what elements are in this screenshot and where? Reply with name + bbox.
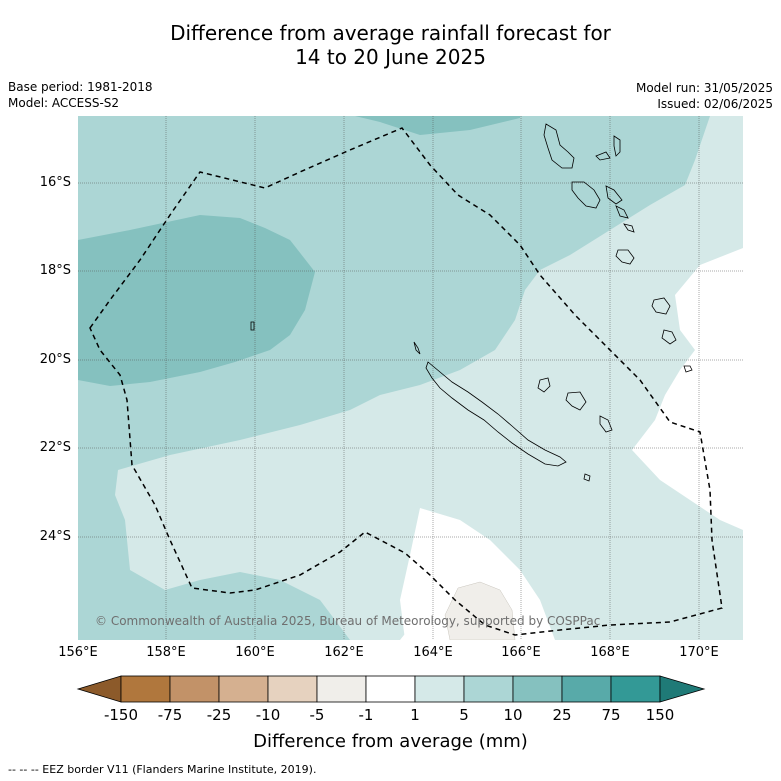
rain-band-dry-patch (444, 581, 516, 640)
lon-label-160e: 160°E (235, 645, 275, 660)
colorbar-extend-low (76, 675, 122, 703)
colorbar-segment (316, 675, 367, 703)
lat-label-20s: 20°S (39, 352, 71, 367)
lon-label-158e: 158°E (146, 645, 186, 660)
lon-label-166e: 166°E (501, 645, 541, 660)
colorbar-tick-label: 1 (410, 706, 420, 724)
colorbar-tick-label: 25 (552, 706, 572, 724)
colorbar-segment (512, 675, 563, 703)
colorbar-tick-label: -5 (309, 706, 325, 724)
colorbar-tick-label: 75 (601, 706, 621, 724)
lat-label-22s: 22°S (39, 440, 71, 455)
rain-band-neutral-south (400, 508, 555, 640)
lon-label-162e: 162°E (324, 645, 364, 660)
lon-label-168e: 168°E (590, 645, 630, 660)
rain-band-10-25-west (78, 215, 315, 386)
issued-date: Issued: 02/06/2025 (657, 97, 773, 111)
model-name: Model: ACCESS-S2 (8, 96, 120, 110)
lon-label-170e: 170°E (679, 645, 719, 660)
island-new-caledonia (425, 361, 567, 467)
colorbar-segment (610, 675, 661, 703)
lon-label-164e: 164°E (413, 645, 453, 660)
islands (250, 123, 693, 482)
colorbar-extend-high (659, 675, 706, 703)
base-period: Base period: 1981-2018 (8, 80, 153, 94)
colorbar-title: Difference from average (mm) (253, 731, 528, 752)
colorbar-segment (218, 675, 269, 703)
colorbar-tick-label: -1 (358, 706, 374, 724)
colorbar-tick-label: 5 (459, 706, 469, 724)
model-run: Model run: 31/05/2025 (635, 81, 773, 95)
rain-band-10-25-north (355, 116, 520, 135)
colorbar-tick-label: -25 (206, 706, 232, 724)
lon-label-156e: 156°E (58, 645, 98, 660)
gridlines (78, 116, 743, 640)
colorbar-tick-label: -75 (157, 706, 183, 724)
island-vanuatu-north (543, 123, 575, 169)
colorbar-segment (169, 675, 220, 703)
rain-band-neutral-east (632, 248, 743, 530)
colorbar-segment (414, 675, 465, 703)
colorbar-tick-label: 10 (503, 706, 523, 724)
lat-label-18s: 18°S (39, 263, 71, 278)
eez-border (89, 127, 723, 636)
eez-footnote: -- -- -- EEZ border V11 (Flanders Marine… (8, 763, 317, 776)
colorbar (76, 675, 706, 703)
copyright-notice: © Commonwealth of Australia 2025, Bureau… (95, 614, 601, 628)
colorbar-tick-label: 150 (645, 706, 675, 724)
colorbar-tick-label: -10 (255, 706, 281, 724)
island-fiji-west (651, 297, 671, 315)
colorbar-segment (267, 675, 318, 703)
title-line-2: 14 to 20 June 2025 (295, 45, 486, 69)
colorbar-tick-label: -150 (103, 706, 139, 724)
lat-label-24s: 24°S (39, 529, 71, 544)
colorbar-segment (365, 675, 416, 703)
colorbar-segment (463, 675, 514, 703)
lat-label-16s: 16°S (39, 175, 71, 190)
rain-band-neutral-central (400, 625, 420, 640)
title-line-1: Difference from average rainfall forecas… (170, 21, 611, 45)
colorbar-segment (120, 675, 171, 703)
colorbar-segment (561, 675, 612, 703)
